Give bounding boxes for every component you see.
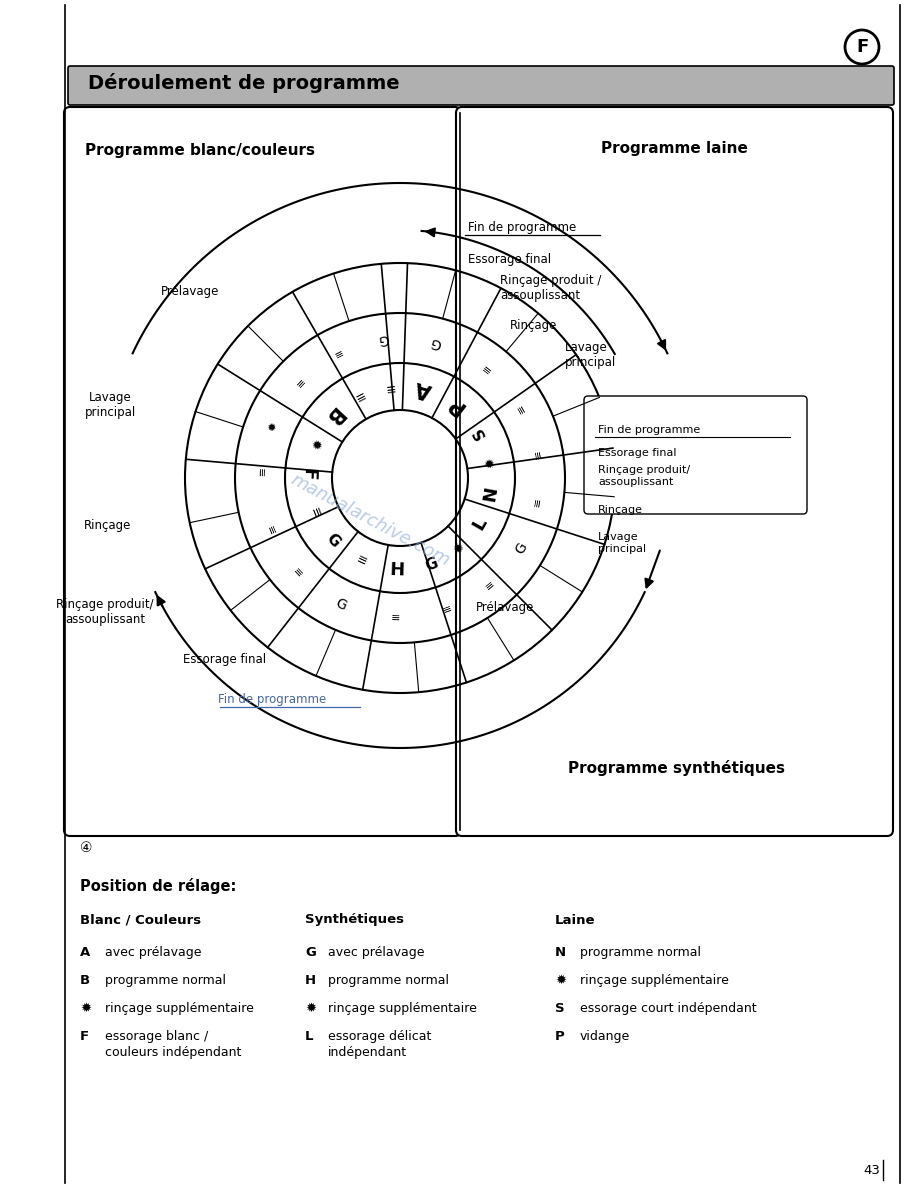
Text: ≡: ≡	[532, 448, 543, 460]
Text: Prélavage: Prélavage	[161, 285, 219, 298]
Text: manualarchive.com: manualarchive.com	[287, 470, 453, 570]
Text: H: H	[389, 561, 405, 580]
Text: ✹: ✹	[555, 974, 566, 987]
Text: G: G	[333, 596, 349, 613]
Text: vidange: vidange	[580, 1030, 631, 1043]
Text: Rinçage produit/
assouplissant: Rinçage produit/ assouplissant	[56, 598, 154, 626]
Text: Blanc / Couleurs: Blanc / Couleurs	[80, 914, 201, 927]
Text: ≡: ≡	[515, 402, 528, 415]
Text: Essorage final: Essorage final	[468, 253, 551, 266]
Text: Laine: Laine	[555, 914, 596, 927]
Text: Lavage
principal: Lavage principal	[84, 391, 136, 419]
Text: Programme blanc/couleurs: Programme blanc/couleurs	[85, 143, 315, 158]
Text: Fin de programme: Fin de programme	[468, 221, 577, 234]
Text: Fin de programme: Fin de programme	[218, 694, 326, 707]
FancyBboxPatch shape	[68, 67, 894, 105]
FancyBboxPatch shape	[584, 396, 807, 514]
Text: F: F	[856, 38, 868, 56]
Text: ④: ④	[80, 841, 93, 855]
Text: S: S	[470, 423, 489, 441]
Text: essorage court indépendant: essorage court indépendant	[580, 1001, 756, 1015]
Text: G: G	[323, 531, 342, 550]
Text: G: G	[305, 946, 316, 959]
FancyBboxPatch shape	[64, 107, 461, 836]
Text: ≡: ≡	[479, 361, 493, 374]
Text: Synthétiques: Synthétiques	[305, 914, 404, 927]
Text: ✹: ✹	[263, 419, 276, 431]
Text: P: P	[555, 1030, 565, 1043]
Text: ≡: ≡	[351, 387, 366, 404]
Text: essorage délicat
indépendant: essorage délicat indépendant	[328, 1030, 431, 1059]
Text: B: B	[80, 974, 90, 987]
Text: ✹: ✹	[80, 1001, 91, 1015]
Text: rinçage supplémentaire: rinçage supplémentaire	[328, 1001, 476, 1015]
Text: ✹: ✹	[307, 436, 323, 450]
Text: avec prélavage: avec prélavage	[105, 946, 201, 959]
Text: Rinçage produit/
assouplissant: Rinçage produit/ assouplissant	[598, 466, 690, 487]
Text: ≡: ≡	[291, 567, 305, 580]
Text: G: G	[376, 331, 389, 347]
Text: Lavage
principal: Lavage principal	[565, 341, 616, 369]
Text: F: F	[299, 468, 318, 481]
Text: N: N	[480, 485, 500, 503]
Text: programme normal: programme normal	[328, 974, 449, 987]
Text: 43: 43	[863, 1163, 880, 1176]
Text: ≡: ≡	[263, 524, 276, 537]
Text: N: N	[555, 946, 566, 959]
Text: Rinçage: Rinçage	[84, 518, 131, 531]
Text: ≡: ≡	[532, 497, 543, 507]
Text: H: H	[305, 974, 316, 987]
Text: G: G	[423, 555, 440, 574]
Text: G: G	[430, 335, 443, 350]
Text: A: A	[413, 378, 434, 400]
Text: ≡: ≡	[442, 604, 454, 615]
Text: rinçage supplémentaire: rinçage supplémentaire	[105, 1001, 254, 1015]
Text: Essorage final: Essorage final	[598, 448, 677, 459]
Text: Essorage final: Essorage final	[184, 653, 266, 666]
Text: P: P	[444, 393, 469, 418]
Text: ≡: ≡	[307, 505, 323, 520]
Text: ✹: ✹	[483, 456, 498, 468]
Text: A: A	[80, 946, 90, 959]
FancyBboxPatch shape	[456, 107, 893, 836]
Text: Fin de programme: Fin de programme	[598, 425, 700, 435]
Text: ≡: ≡	[255, 468, 265, 478]
Text: Lavage
principal: Lavage principal	[598, 532, 646, 554]
Text: S: S	[555, 1001, 565, 1015]
Text: ≡: ≡	[390, 613, 400, 623]
Text: Rinçage: Rinçage	[510, 318, 557, 331]
Text: essorage blanc /
couleurs indépendant: essorage blanc / couleurs indépendant	[105, 1030, 241, 1059]
Text: L: L	[305, 1030, 314, 1043]
Text: B: B	[320, 403, 345, 428]
Text: Programme synthétiques: Programme synthétiques	[567, 760, 785, 776]
Text: Prélavage: Prélavage	[476, 601, 534, 614]
Text: ✹: ✹	[451, 541, 467, 557]
Text: programme normal: programme normal	[580, 946, 701, 959]
Text: Position de rélage:: Position de rélage:	[80, 878, 236, 895]
Text: rinçage supplémentaire: rinçage supplémentaire	[580, 974, 729, 987]
Text: ≡: ≡	[483, 579, 497, 592]
Text: programme normal: programme normal	[105, 974, 226, 987]
Text: Rinçage: Rinçage	[598, 505, 643, 516]
Text: F: F	[80, 1030, 89, 1043]
Text: avec prélavage: avec prélavage	[328, 946, 424, 959]
Text: ≡: ≡	[330, 347, 343, 360]
Text: ≡: ≡	[383, 380, 395, 393]
Text: Programme laine: Programme laine	[600, 140, 747, 156]
Text: ≡: ≡	[353, 554, 369, 569]
Text: ✹: ✹	[305, 1001, 316, 1015]
Text: ≡: ≡	[291, 375, 305, 390]
Text: Rinçage produit /
assouplissant: Rinçage produit / assouplissant	[500, 274, 601, 302]
Text: G: G	[512, 539, 530, 556]
Text: L: L	[469, 514, 490, 533]
Text: Déroulement de programme: Déroulement de programme	[88, 72, 399, 93]
